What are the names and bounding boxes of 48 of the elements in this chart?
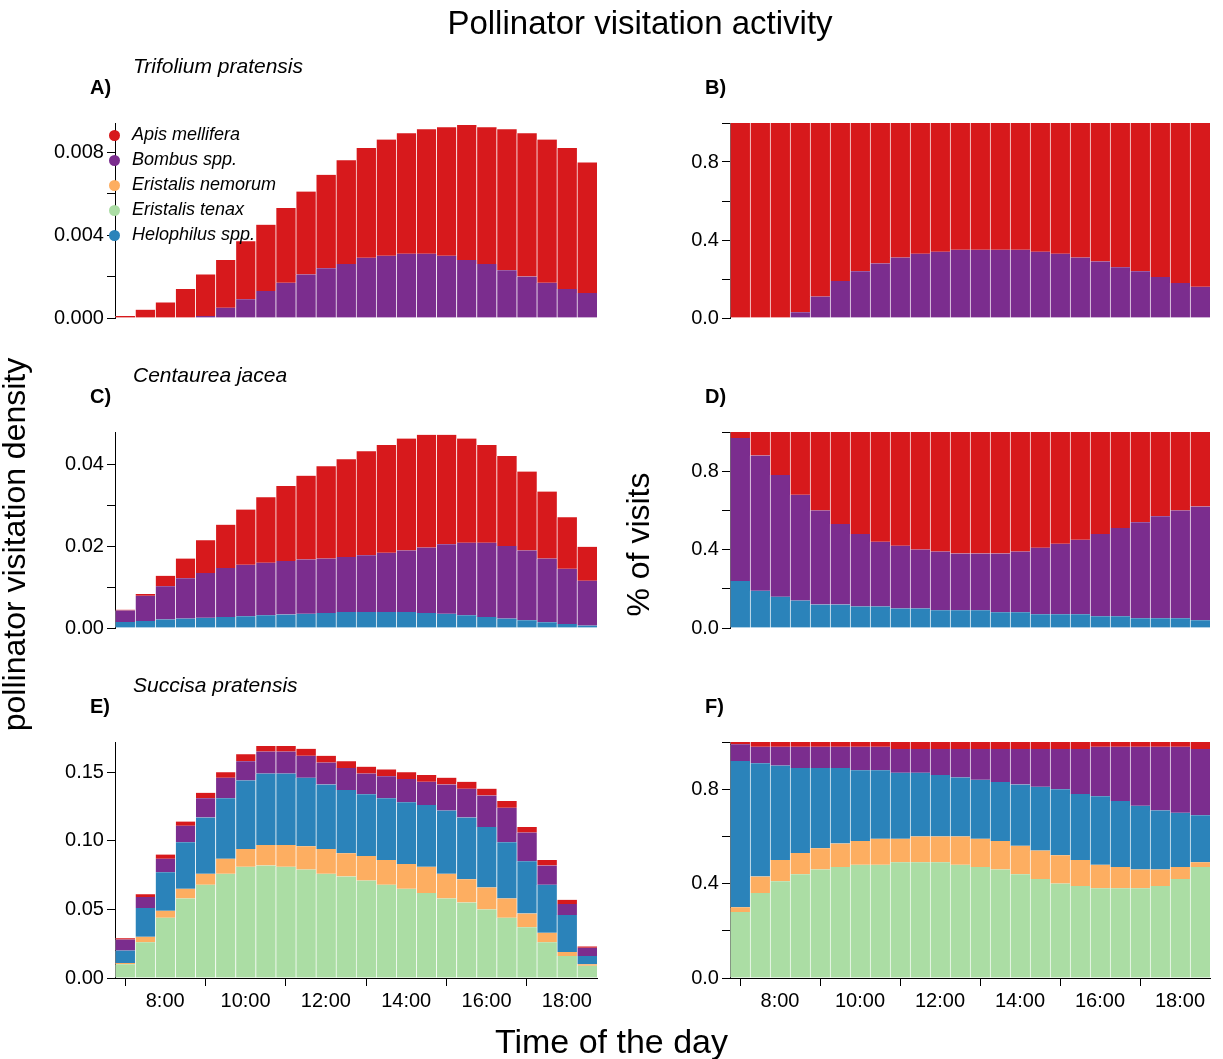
x-tick-label: 12:00 xyxy=(300,988,351,1011)
x-tick-label: 10:00 xyxy=(834,988,886,1011)
text: Pollinator visitation activity xyxy=(446,4,834,42)
y-tick-label: 0.02 xyxy=(65,533,104,556)
x-tick-label: 16:00 xyxy=(461,988,512,1011)
x-tick-label: 10:00 xyxy=(220,988,271,1011)
chart-subtitle: Succisa pratensis xyxy=(133,673,298,697)
y-tick-label: 0.0 xyxy=(691,615,719,638)
x-tick-label: 14:00 xyxy=(381,988,432,1011)
chart-title: B) xyxy=(705,76,727,99)
legend-label: Bombus spp. xyxy=(132,149,238,169)
y-tick-label: 0.004 xyxy=(53,222,104,245)
chart-title: A) xyxy=(90,76,112,99)
x-tick-label: 16:00 xyxy=(1074,988,1126,1011)
y-tick-label: 0.04 xyxy=(65,452,104,475)
legend-label: Helophilus spp. xyxy=(132,224,256,244)
x-tick-label: 14:00 xyxy=(994,988,1046,1011)
y-tick-label: 0.00 xyxy=(65,965,104,988)
x-tick-label: 8:00 xyxy=(145,988,185,1011)
y-tick-label: 0.15 xyxy=(65,759,104,782)
x-tick-label: 18:00 xyxy=(1154,988,1206,1011)
y-axis-title: pollinator visitation density xyxy=(0,357,34,732)
y-tick-label: 0.8 xyxy=(691,458,719,481)
y-tick-label: 0.0 xyxy=(691,305,719,328)
chart-title: D) xyxy=(705,385,727,408)
legend-label: Eristalis nemorum xyxy=(132,174,277,194)
legend-label: Apis mellifera xyxy=(132,124,241,144)
y-tick-label: 0.8 xyxy=(691,776,719,799)
y-tick-label: 0.4 xyxy=(691,871,719,894)
y-tick-label: 0.008 xyxy=(53,139,104,162)
chart-title: C) xyxy=(90,385,112,408)
y-tick-label: 0.0 xyxy=(691,965,719,988)
legend-label: Eristalis tenax xyxy=(132,199,245,219)
chart-subtitle: Centaurea jacea xyxy=(133,363,288,387)
y-tick-label: 0.4 xyxy=(691,537,719,560)
x-tick-label: 8:00 xyxy=(760,988,800,1011)
y-tick-label: 0.4 xyxy=(691,227,719,250)
y-axis-title: % of visits xyxy=(619,472,657,617)
y-tick-label: 0.05 xyxy=(65,896,104,919)
x-tick-label: 12:00 xyxy=(914,988,966,1011)
x-tick-label: 18:00 xyxy=(541,988,592,1011)
chart-subtitle: Trifolium pratensis xyxy=(133,54,303,78)
y-tick-label: 0.000 xyxy=(53,305,104,328)
y-tick-label: 0.10 xyxy=(65,828,104,851)
chart-title: F) xyxy=(705,695,724,718)
y-tick-label: 0.00 xyxy=(65,615,104,638)
chart-title: E) xyxy=(90,695,110,718)
y-tick-label: 0.8 xyxy=(691,149,719,172)
